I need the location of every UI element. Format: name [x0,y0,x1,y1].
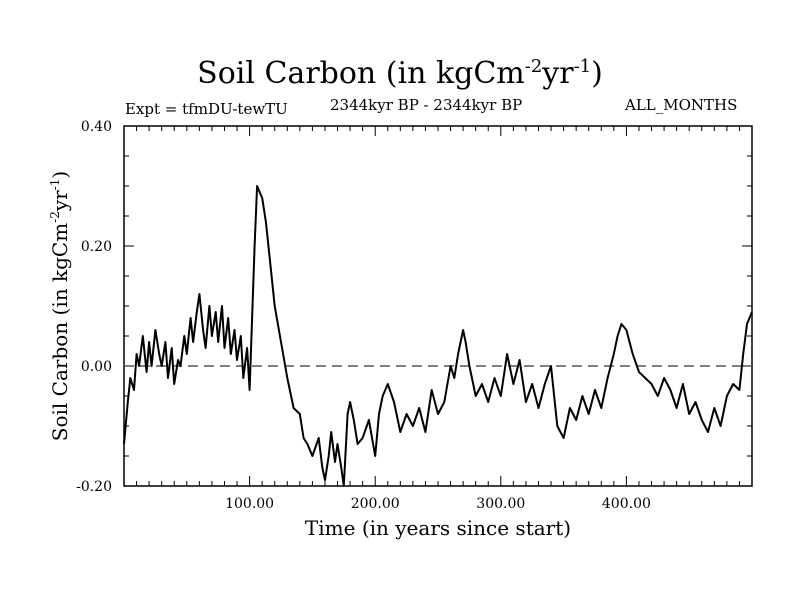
y-tick-label: 0.20 [81,239,112,255]
chart-title: Soil Carbon (in kgCm-2yr-1) [197,56,603,91]
axis-ticks [124,126,752,486]
y-tick-label: 0.40 [81,119,112,135]
x-tick-label: 300.00 [476,496,525,512]
season-label: ALL_MONTHS [625,96,738,114]
experiment-label: Expt = tfmDU-tewTU [125,100,288,118]
axis-tick-labels: 100.00 200.00 300.00 400.00 -0.20 0.00 0.20 0.4… [76,119,651,512]
y-tick-label: 0.00 [81,359,112,375]
plot-frame [123,125,753,487]
x-tick-label: 400.00 [602,496,651,512]
y-tick-label: -0.20 [76,479,112,495]
plot-area [123,125,753,487]
y-axis-label: Soil Carbon (in kgCm-2yr-1) [48,171,72,441]
x-axis-label: Time (in years since start) [305,516,571,540]
period-label: 2344kyr BP - 2344kyr BP [330,96,523,114]
x-tick-label: 100.00 [225,496,274,512]
x-tick-label: 200.00 [351,496,400,512]
soil-carbon-series-line [123,185,753,487]
